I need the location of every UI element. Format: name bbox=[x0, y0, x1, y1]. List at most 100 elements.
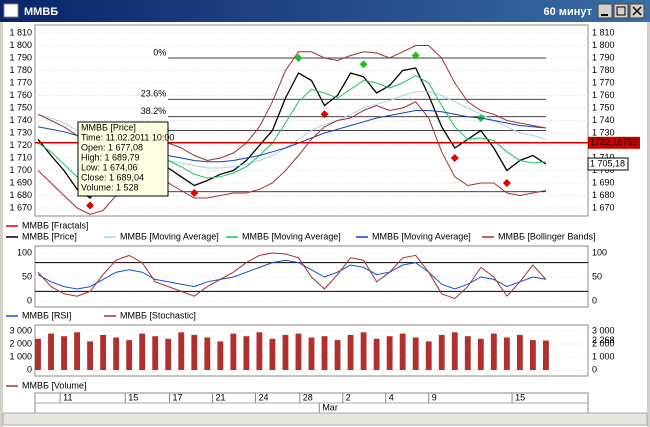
volume-bar bbox=[542, 340, 549, 370]
price-line-label: 1722,16796 bbox=[590, 137, 638, 147]
volume-bar bbox=[347, 334, 354, 370]
volume-bar bbox=[438, 334, 445, 370]
volume-bar bbox=[334, 340, 341, 370]
volume-bar bbox=[152, 336, 159, 370]
series-line bbox=[37, 252, 547, 300]
fractal-marker bbox=[294, 54, 303, 62]
series-line bbox=[37, 259, 546, 290]
volume-bar bbox=[477, 338, 484, 370]
y-tick-label: 1 000 bbox=[9, 351, 32, 361]
fractal-marker bbox=[411, 51, 420, 60]
tooltip-line: Open: 1 677,08 bbox=[81, 142, 143, 152]
volume-bar bbox=[360, 332, 367, 370]
y-tick-label: 1 770 bbox=[9, 77, 32, 87]
y-tick-label: 1 720 bbox=[9, 140, 32, 150]
tooltip-line: Low: 1 674,06 bbox=[81, 162, 138, 172]
y-tick-label: 1 700 bbox=[9, 165, 32, 175]
tooltip-line: Time: 11.02.2011 10:00 bbox=[81, 132, 174, 142]
title-bar: ММВБ 60 минут bbox=[0, 0, 650, 22]
y-tick-label-right: 3 000 bbox=[592, 325, 615, 335]
y-tick-label: 1 760 bbox=[9, 90, 32, 100]
y-tick-label: 3 000 bbox=[9, 325, 32, 335]
date-label: 28 bbox=[303, 392, 313, 402]
volume-bar bbox=[282, 334, 289, 370]
y-tick-label-right: 2 000 bbox=[592, 338, 615, 348]
y-tick-label: 1 690 bbox=[9, 177, 32, 187]
y-tick-label: 1 710 bbox=[9, 152, 32, 162]
legend-label: ММВБ [Volume] bbox=[22, 380, 86, 390]
y-tick-label-right: 100 bbox=[592, 247, 607, 257]
tooltip-line: ММВБ [Price] bbox=[81, 122, 136, 132]
volume-bar bbox=[74, 332, 81, 370]
legend-label: ММВБ [Stochastic] bbox=[120, 310, 196, 320]
month-label: Mar bbox=[322, 402, 338, 412]
volume-bar bbox=[113, 337, 120, 370]
volume-bar bbox=[48, 333, 54, 370]
y-tick-label-right: 1 800 bbox=[592, 40, 615, 50]
scroll-bar[interactable] bbox=[2, 412, 648, 426]
y-tick-label-right: 1 740 bbox=[592, 115, 615, 125]
y-tick-label: 1 750 bbox=[9, 102, 32, 112]
y-tick-label: 1 800 bbox=[9, 40, 32, 50]
volume-bar bbox=[490, 333, 497, 370]
y-tick-label: 2 000 bbox=[9, 338, 32, 348]
legend-label: ММВБ [Fractals] bbox=[22, 220, 88, 230]
fractal-marker bbox=[190, 189, 199, 197]
y-tick-label: 50 bbox=[22, 271, 32, 281]
y-tick-label-right: 1 810 bbox=[592, 27, 615, 37]
y-tick-label: 0 bbox=[27, 295, 32, 305]
volume-bar bbox=[126, 340, 133, 370]
volume-bar bbox=[204, 337, 211, 370]
fib-label: 23.6% bbox=[141, 89, 167, 99]
y-tick-label: 1 810 bbox=[9, 27, 32, 37]
volume-bar bbox=[165, 338, 172, 370]
y-tick-label-right: 1 780 bbox=[592, 65, 615, 75]
y-tick-label-right: 0 bbox=[592, 364, 597, 374]
legend-label: ММВБ [Bollinger Bands] bbox=[498, 231, 595, 241]
y-tick-label: 100 bbox=[17, 247, 32, 257]
date-label: 15 bbox=[128, 392, 138, 402]
tooltip-line: Close: 1 689,04 bbox=[81, 172, 144, 182]
volume-bar bbox=[100, 334, 107, 370]
maximize-button[interactable] bbox=[613, 3, 629, 19]
last-value-label: 2 268 bbox=[592, 335, 615, 345]
volume-bar bbox=[243, 336, 250, 370]
y-tick-label: 1 730 bbox=[9, 127, 32, 137]
volume-bar bbox=[269, 338, 276, 370]
price-line-tag bbox=[588, 136, 640, 149]
volume-bar bbox=[412, 337, 419, 370]
volume-bar bbox=[256, 332, 263, 370]
volume-bar bbox=[386, 336, 393, 370]
y-tick-label: 1 680 bbox=[9, 190, 32, 200]
volume-bar bbox=[425, 341, 432, 370]
y-tick-label-right: 1 760 bbox=[592, 90, 615, 100]
last-price-tag bbox=[587, 157, 629, 171]
window-title: ММВБ bbox=[24, 6, 58, 18]
fractal-marker bbox=[502, 179, 511, 187]
legend-label: ММВБ [Price] bbox=[22, 231, 77, 241]
fractal-marker bbox=[86, 201, 95, 210]
volume-bar bbox=[191, 334, 198, 370]
volume-bar bbox=[503, 337, 510, 370]
volume-bar bbox=[61, 336, 67, 370]
tooltip bbox=[77, 121, 169, 197]
volume-bar bbox=[451, 332, 458, 370]
legend-label: ММВБ [Moving Average] bbox=[372, 231, 471, 241]
volume-bar bbox=[321, 336, 328, 370]
y-tick-label-right: 1 750 bbox=[592, 102, 615, 112]
y-tick-label-right: 1 730 bbox=[592, 127, 615, 137]
y-tick-label-right: 1 670 bbox=[592, 202, 615, 212]
legend-label: ММВБ [Moving Average] bbox=[242, 231, 341, 241]
fib-label: 0% bbox=[153, 47, 166, 57]
y-tick-label: 1 780 bbox=[9, 65, 32, 75]
date-label: 4 bbox=[389, 392, 394, 402]
y-tick-label-right: 1 000 bbox=[592, 351, 615, 361]
date-label: 21 bbox=[216, 392, 226, 402]
legend-label: ММВБ [RSI] bbox=[22, 310, 71, 320]
last-price-label: 1 705,18 bbox=[590, 158, 625, 168]
tooltip-line: High: 1 689,79 bbox=[81, 152, 140, 162]
fractal-marker bbox=[450, 154, 459, 162]
y-tick-label-right: 1 690 bbox=[592, 177, 615, 187]
